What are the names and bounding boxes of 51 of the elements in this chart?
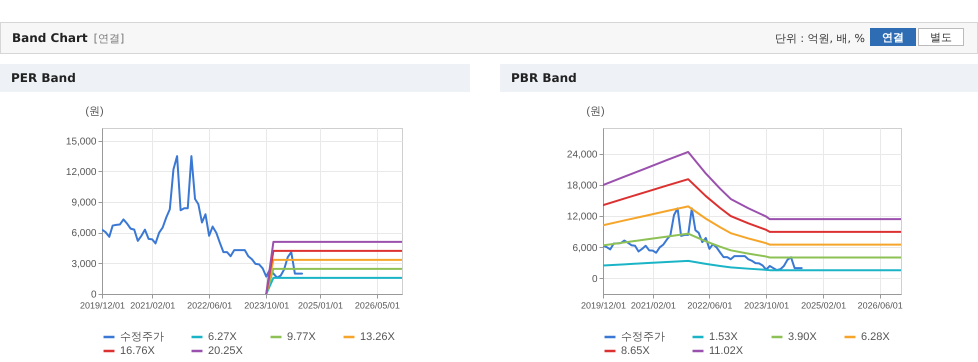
y-tick-label: 0 <box>592 274 598 285</box>
legend-label: 1.53X <box>709 331 738 343</box>
x-tick-label: 2026/05/01 <box>354 300 400 310</box>
legend-label: 수정주가 <box>621 331 665 343</box>
legend-label: 20.25X <box>208 345 244 357</box>
legend-label: 16.76X <box>120 345 156 357</box>
legend-label: 9.77X <box>287 331 316 343</box>
line-series <box>603 150 901 220</box>
x-tick-label: 2021/02/01 <box>130 300 176 310</box>
y-tick-label: 9,000 <box>71 198 97 209</box>
legend-label: 8.65X <box>621 345 650 357</box>
y-axis-title: (원) <box>85 106 104 118</box>
legend-label: 13.26X <box>360 331 396 343</box>
x-tick-label: 2019/12/01 <box>580 300 626 310</box>
y-tick-label: 15,000 <box>66 136 97 148</box>
legend-label: 11.02X <box>709 345 744 357</box>
legend-label: 수정주가 <box>120 331 164 343</box>
x-tick-label: 2023/10/01 <box>744 300 790 310</box>
y-tick-label: 24,000 <box>566 149 598 160</box>
line-series <box>102 155 304 279</box>
y-tick-label: 12,000 <box>66 166 97 178</box>
x-tick-label: 2021/02/01 <box>630 300 676 310</box>
legend-label: 6.28X <box>861 331 890 343</box>
text: 별도 <box>918 28 964 46</box>
y-tick-label: 12,000 <box>566 212 598 223</box>
x-tick-label: 2023/10/01 <box>244 300 290 310</box>
text: 연결 <box>870 28 916 46</box>
y-tick-label: 18,000 <box>566 180 598 192</box>
text: [연결] <box>94 32 124 45</box>
y-tick-label: 3,000 <box>71 258 97 270</box>
text: 단위 : 억원, 배, % <box>774 31 865 46</box>
y-axis-title: (원) <box>586 106 605 118</box>
line-series <box>603 260 901 272</box>
y-tick-label: 6,000 <box>71 228 97 240</box>
chart-title: PBR Band <box>500 64 978 92</box>
y-tick-label: 0 <box>90 290 97 300</box>
x-tick-label: 2026/06/01 <box>858 300 903 310</box>
x-tick-label: 2022/06/01 <box>187 300 232 310</box>
y-tick-label: 6,000 <box>572 242 598 254</box>
x-tick-label: 2022/06/01 <box>687 300 732 310</box>
legend-label: 3.90X <box>788 331 818 343</box>
x-tick-label: 2025/02/01 <box>801 300 846 310</box>
text: Band Chart <box>12 31 88 45</box>
line-series <box>603 232 901 258</box>
x-tick-label: 2019/12/01 <box>80 300 126 310</box>
chart-title: PER Band <box>0 64 470 92</box>
line-series <box>603 205 901 246</box>
line-series <box>603 207 803 272</box>
line-series <box>603 178 901 233</box>
x-tick-label: 2025/01/01 <box>298 300 344 310</box>
legend-label: 6.27X <box>208 331 238 343</box>
